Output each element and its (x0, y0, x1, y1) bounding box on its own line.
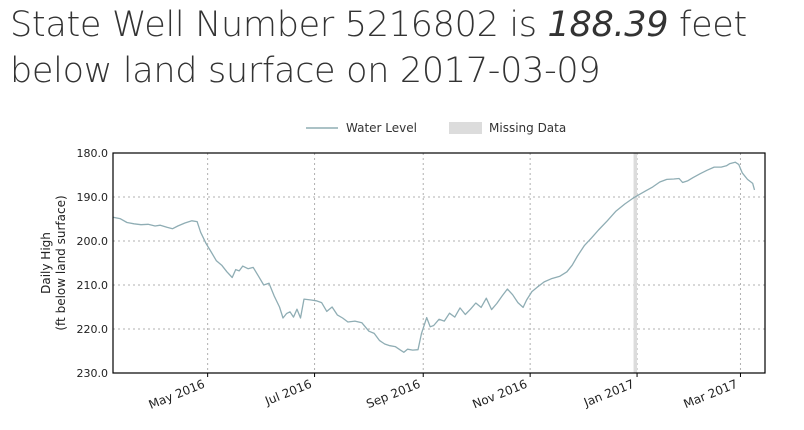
y-tick-label: 220.0 (77, 323, 109, 336)
missing-data-regions (633, 153, 638, 373)
x-tick-label: Jan 2017 (581, 377, 636, 410)
x-tick-label: Sep 2016 (364, 377, 422, 411)
y-tick-label: 230.0 (77, 367, 109, 380)
legend-label-water-level: Water Level (346, 121, 417, 135)
x-tick-label: May 2016 (147, 377, 207, 412)
legend-label-missing-data: Missing Data (489, 121, 566, 135)
y-tick-label: 210.0 (77, 279, 109, 292)
y-axis: 180.0 190.0 200.0 210.0 220.0 230.0 (77, 147, 109, 380)
legend-swatch-box (449, 122, 482, 134)
page-headline: State Well Number 5216802 is 188.39 feet… (10, 2, 800, 94)
x-tick-label: Jul 2016 (262, 377, 313, 409)
x-tick-label: Nov 2016 (470, 377, 529, 412)
headline-prefix: State Well Number 5216802 is (10, 5, 548, 45)
y-axis-title: Daily High (39, 232, 53, 294)
series-line-water-level (112, 161, 756, 353)
plot-frame (112, 152, 766, 374)
chart-grid (113, 153, 765, 373)
x-tick-label: Mar 2017 (681, 377, 739, 411)
y-tick-label: 180.0 (77, 147, 109, 160)
series-layer (112, 161, 756, 353)
headline-suffix: feet (668, 5, 747, 45)
chart-legend: Water Level Missing Data (306, 121, 566, 135)
y-tick-label: 190.0 (77, 191, 109, 204)
y-axis-subtitle: (ft below land surface) (54, 195, 68, 330)
x-axis: May 2016 Jul 2016 Sep 2016 Nov 2016 Jan 2017… (147, 373, 741, 412)
headline-line-1: State Well Number 5216802 is 188.39 feet (10, 2, 800, 48)
y-tick-label: 200.0 (77, 235, 109, 248)
headline-line-2: below land surface on 2017-03-09 (10, 51, 601, 91)
headline-value: 188.39 (547, 5, 669, 45)
missing-data-band (633, 153, 638, 373)
